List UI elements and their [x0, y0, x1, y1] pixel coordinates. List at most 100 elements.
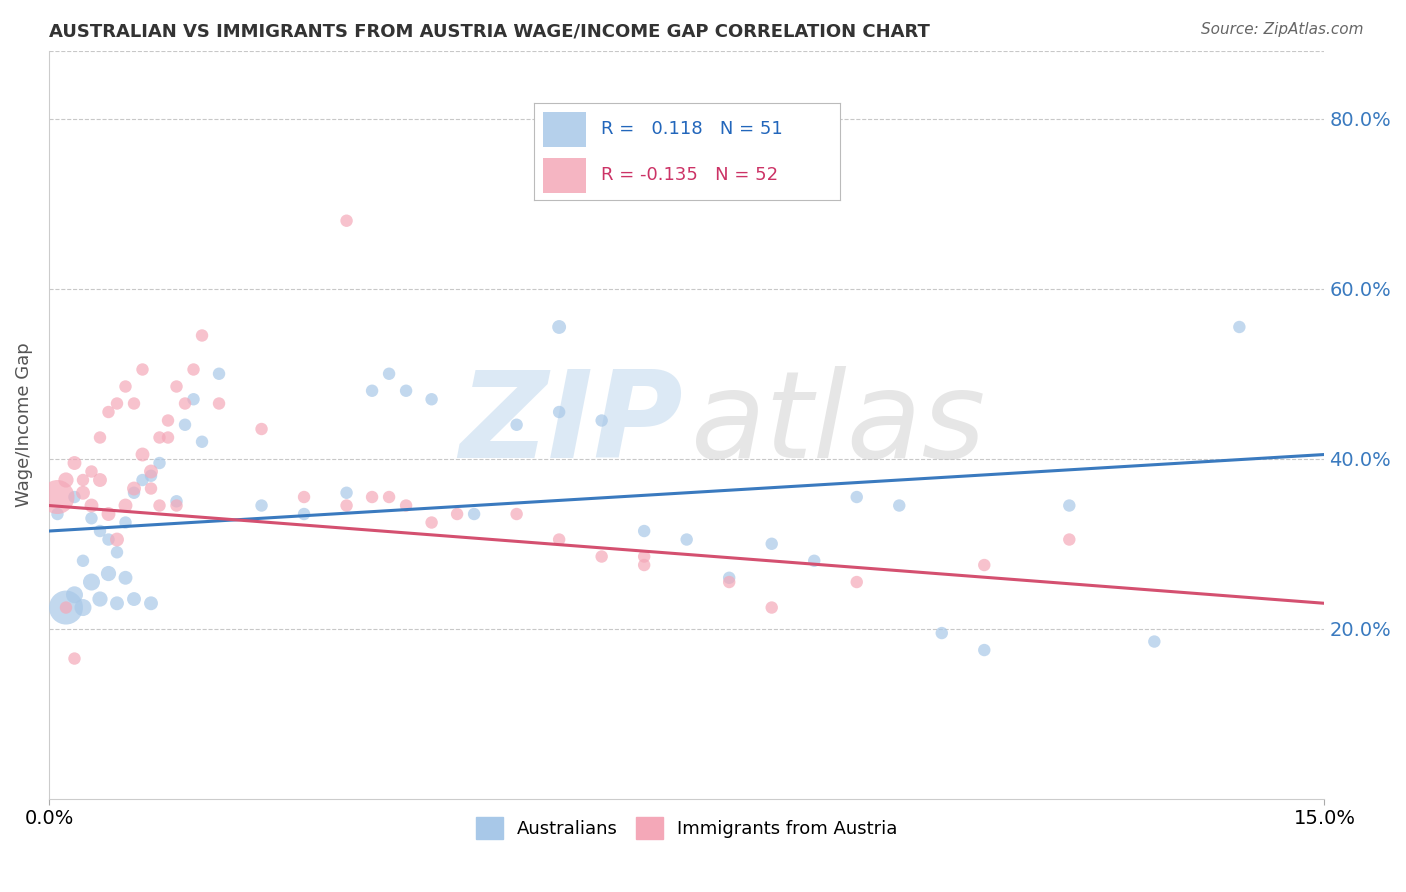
Point — [174, 396, 197, 410]
Point — [718, 571, 741, 585]
Point — [80, 499, 103, 513]
Point — [55, 600, 77, 615]
Point — [72, 600, 94, 615]
Point — [166, 494, 188, 508]
Point — [131, 473, 153, 487]
Point — [89, 592, 111, 607]
Point — [89, 473, 111, 487]
Point — [105, 545, 128, 559]
Point — [63, 651, 86, 665]
Point — [72, 473, 94, 487]
Point — [156, 430, 179, 444]
Point — [395, 499, 418, 513]
Point — [335, 485, 357, 500]
Point — [183, 362, 205, 376]
Point — [889, 499, 911, 513]
Text: AUSTRALIAN VS IMMIGRANTS FROM AUSTRIA WAGE/INCOME GAP CORRELATION CHART: AUSTRALIAN VS IMMIGRANTS FROM AUSTRIA WA… — [49, 22, 931, 40]
Point — [105, 596, 128, 610]
Point — [633, 524, 655, 538]
Point — [591, 413, 613, 427]
Point — [463, 507, 485, 521]
Point — [633, 558, 655, 572]
Point — [191, 434, 214, 449]
Point — [335, 499, 357, 513]
Point — [803, 554, 825, 568]
Text: Source: ZipAtlas.com: Source: ZipAtlas.com — [1201, 22, 1364, 37]
Point — [122, 396, 145, 410]
Point — [166, 379, 188, 393]
Point — [46, 507, 69, 521]
Point — [548, 320, 571, 334]
Point — [1059, 533, 1081, 547]
Point — [97, 405, 120, 419]
Point — [131, 362, 153, 376]
Point — [122, 482, 145, 496]
Point — [183, 392, 205, 407]
Point — [148, 456, 170, 470]
Point — [973, 558, 995, 572]
Point — [761, 537, 783, 551]
Point — [548, 533, 571, 547]
Point — [845, 575, 868, 590]
Point — [1059, 499, 1081, 513]
Point — [166, 499, 188, 513]
Y-axis label: Wage/Income Gap: Wage/Income Gap — [15, 343, 32, 508]
Point — [505, 417, 527, 432]
Point — [156, 413, 179, 427]
Point — [208, 367, 231, 381]
Point — [97, 507, 120, 521]
Point — [548, 405, 571, 419]
Point — [72, 485, 94, 500]
Point — [72, 554, 94, 568]
Point — [63, 588, 86, 602]
Text: atlas: atlas — [690, 367, 986, 483]
Point — [395, 384, 418, 398]
Point — [361, 490, 384, 504]
Point — [105, 533, 128, 547]
Point — [292, 490, 315, 504]
Point — [114, 516, 136, 530]
Point — [191, 328, 214, 343]
Point — [361, 384, 384, 398]
Point — [378, 367, 401, 381]
Point — [80, 575, 103, 590]
Point — [148, 430, 170, 444]
Point — [105, 396, 128, 410]
Point — [335, 213, 357, 227]
Point — [139, 482, 162, 496]
Point — [63, 490, 86, 504]
Point — [931, 626, 953, 640]
Point — [1143, 634, 1166, 648]
Point — [131, 448, 153, 462]
Legend: Australians, Immigrants from Austria: Australians, Immigrants from Austria — [468, 809, 905, 846]
Point — [114, 571, 136, 585]
Point — [63, 456, 86, 470]
Point — [139, 465, 162, 479]
Point — [420, 392, 443, 407]
Point — [761, 600, 783, 615]
Point — [80, 511, 103, 525]
Point — [55, 473, 77, 487]
Point — [174, 417, 197, 432]
Point — [718, 575, 741, 590]
Point — [633, 549, 655, 564]
Point — [208, 396, 231, 410]
Point — [250, 422, 273, 436]
Point — [114, 499, 136, 513]
Point — [505, 507, 527, 521]
Point — [292, 507, 315, 521]
Point — [89, 524, 111, 538]
Point — [378, 490, 401, 504]
Point — [675, 533, 697, 547]
Point — [80, 465, 103, 479]
Point — [973, 643, 995, 657]
Point — [1227, 320, 1250, 334]
Point — [114, 379, 136, 393]
Point — [591, 549, 613, 564]
Text: ZIP: ZIP — [460, 367, 683, 483]
Point — [89, 430, 111, 444]
Point — [139, 468, 162, 483]
Point — [46, 490, 69, 504]
Point — [122, 592, 145, 607]
Point — [446, 507, 468, 521]
